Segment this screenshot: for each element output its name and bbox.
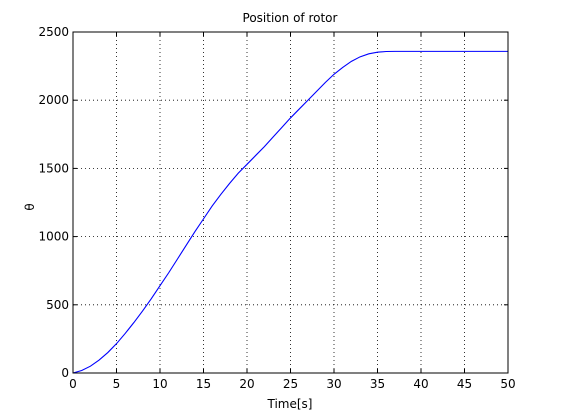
plot-frame bbox=[72, 31, 509, 374]
y-tick-label: 2000 bbox=[38, 93, 69, 107]
x-axis-label: Time[s] bbox=[267, 397, 313, 411]
x-tick-label: 0 bbox=[69, 377, 77, 391]
y-axis-label: θ bbox=[23, 203, 37, 210]
y-tick-label: 1500 bbox=[38, 161, 69, 175]
x-tick-label: 20 bbox=[239, 377, 254, 391]
x-tick-label: 45 bbox=[457, 377, 472, 391]
x-tick-label: 40 bbox=[413, 377, 428, 391]
y-tick-label: 2500 bbox=[38, 25, 69, 39]
x-tick-label: 30 bbox=[326, 377, 341, 391]
x-tick-label: 50 bbox=[500, 377, 515, 391]
x-tick-label: 15 bbox=[196, 377, 211, 391]
x-tick-labels: 0 5 10 15 20 25 30 35 40 45 50 bbox=[69, 377, 515, 391]
series-line bbox=[72, 50, 508, 374]
x-tick-label: 25 bbox=[283, 377, 298, 391]
y-tick-label: 500 bbox=[46, 298, 69, 312]
plot-area bbox=[72, 31, 509, 374]
x-tick-label: 5 bbox=[113, 377, 121, 391]
chart-title: Position of rotor bbox=[243, 11, 338, 25]
x-tick-label: 10 bbox=[152, 377, 167, 391]
y-tick-label: 0 bbox=[61, 366, 69, 380]
grid-lines bbox=[73, 32, 508, 373]
y-tick-label: 1000 bbox=[38, 230, 69, 244]
x-tick-label: 35 bbox=[370, 377, 385, 391]
y-tick-labels: 0 500 1000 1500 2000 2500 bbox=[38, 25, 69, 380]
series-group bbox=[72, 50, 508, 374]
axis-ticks bbox=[72, 31, 509, 374]
